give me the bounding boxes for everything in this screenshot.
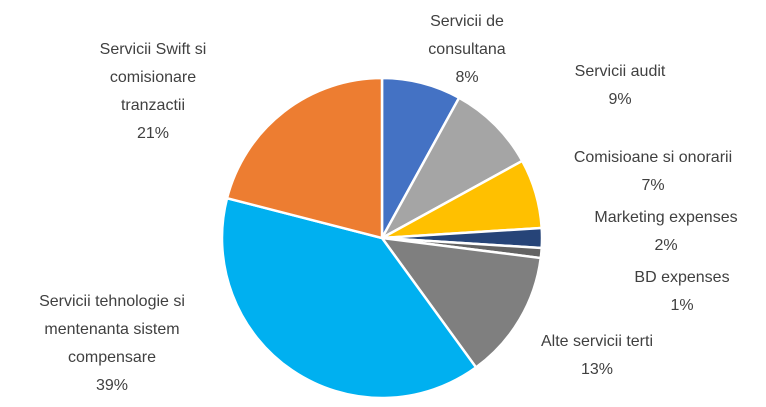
category-label: BD expenses — [634, 269, 730, 286]
percent-label: 21% — [136, 125, 170, 142]
percent-label: 9% — [608, 91, 632, 108]
data-label: Alte servicii terti 13% — [535, 328, 660, 384]
category-label: Alte servicii terti — [540, 333, 654, 350]
category-label: Servicii Swift si comisionare tranzactii — [99, 41, 207, 114]
pie-slice — [379, 236, 543, 370]
data-label: Marketing expenses 2% — [551, 204, 766, 260]
percent-label: 39% — [95, 377, 129, 394]
data-label: Servicii audit 9% — [535, 58, 705, 114]
pie-slice — [220, 196, 478, 400]
data-label: BD expenses 1% — [607, 264, 757, 320]
data-label: Comisioane si onorarii 7% — [528, 144, 766, 200]
category-label: Servicii de consultana — [428, 13, 506, 58]
category-label: Comisioane si onorarii — [573, 149, 733, 166]
pie-slice — [225, 76, 384, 240]
percent-label: 2% — [654, 237, 678, 254]
percent-label: 13% — [580, 361, 614, 378]
category-label: Servicii tehnologie si mentenanta sistem… — [39, 293, 185, 366]
data-label: Servicii de consultana 8% — [407, 8, 527, 92]
category-label: Marketing expenses — [594, 209, 738, 226]
data-label: Servicii Swift si comisionare tranzactii… — [88, 36, 218, 148]
data-label: Servicii tehnologie si mentenanta sistem… — [15, 288, 210, 400]
percent-label: 1% — [670, 297, 694, 314]
percent-label: 7% — [641, 177, 665, 194]
pie-slice — [378, 96, 524, 242]
percent-label: 8% — [455, 69, 479, 86]
category-label: Servicii audit — [574, 63, 666, 80]
